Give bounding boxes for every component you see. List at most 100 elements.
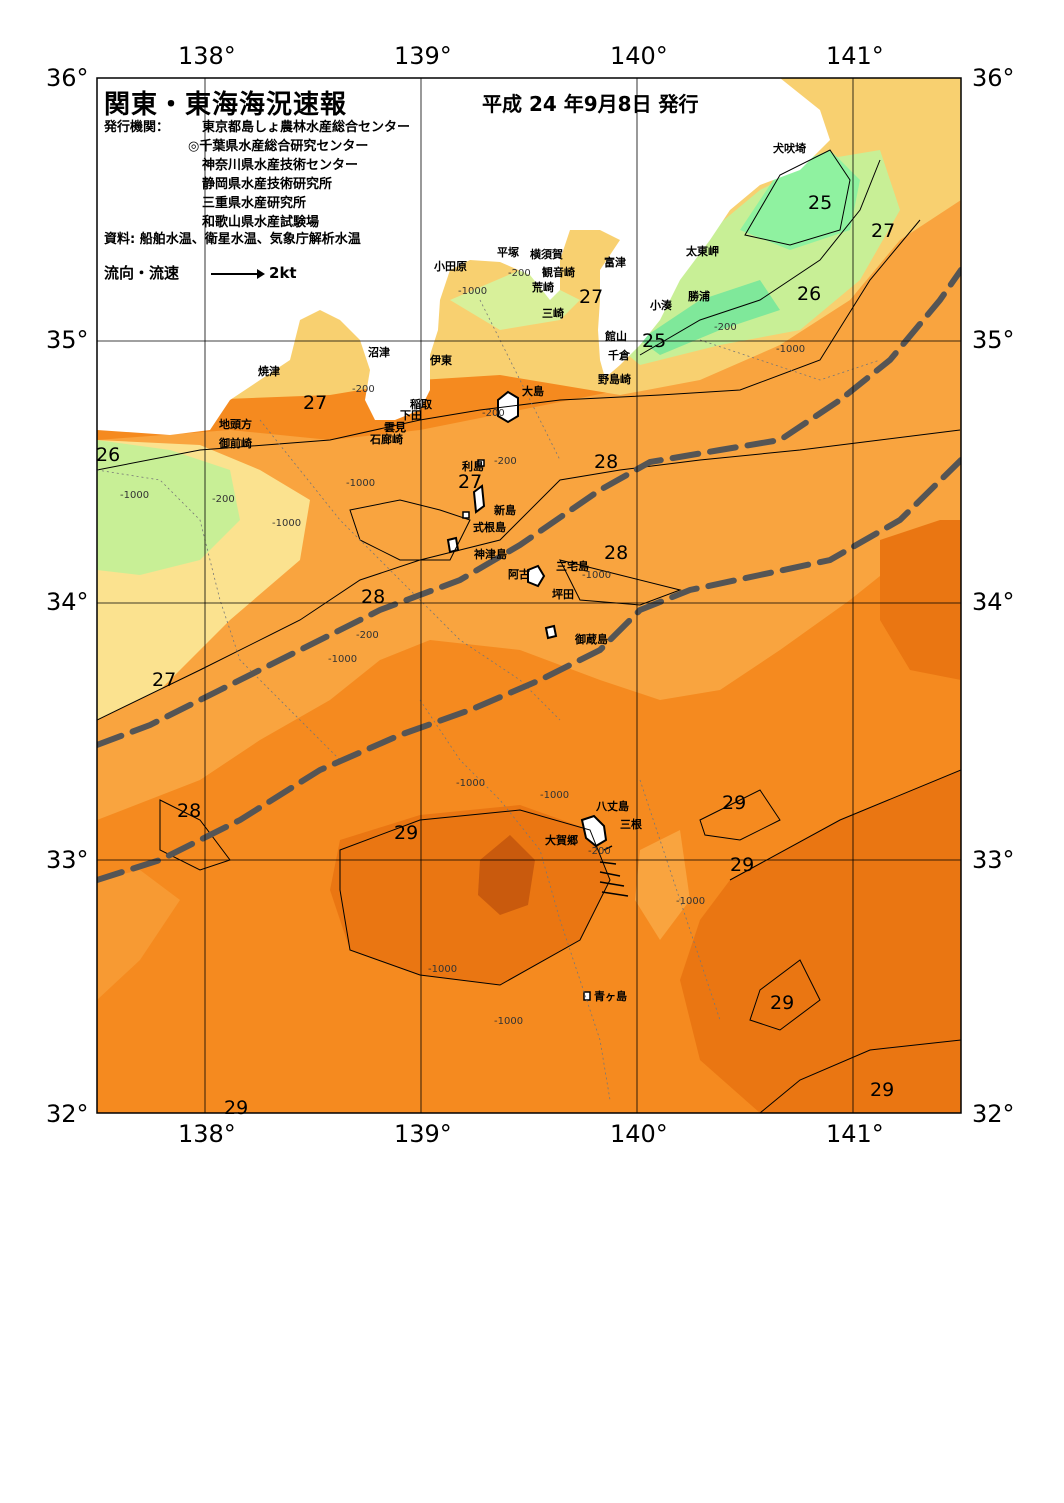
isotherm-label: 25 bbox=[808, 192, 833, 214]
place-label: 三崎 bbox=[542, 307, 564, 320]
lat-left-label: 36° bbox=[46, 64, 89, 92]
place-label: 小湊 bbox=[650, 299, 672, 312]
place-label: 三根 bbox=[620, 818, 642, 831]
sea-26-west bbox=[97, 440, 240, 575]
place-label: 三宅島 bbox=[556, 560, 589, 573]
sea-28b-zone bbox=[97, 870, 180, 1000]
depth-label: -1000 bbox=[676, 896, 706, 907]
depth-label: -200 bbox=[356, 630, 379, 641]
place-label: 伊東 bbox=[430, 354, 452, 367]
legend-scale: 2kt bbox=[269, 264, 297, 282]
sea-29b-southeast bbox=[680, 770, 961, 1113]
depth-label: -1000 bbox=[328, 654, 358, 665]
place-label: 下田 bbox=[400, 409, 422, 422]
isotherm-lines bbox=[97, 149, 961, 1113]
lon-top-label: 141° bbox=[826, 42, 884, 70]
place-label: 阿古 bbox=[508, 568, 530, 581]
place-label: 新島 bbox=[494, 504, 516, 517]
island-kozu bbox=[446, 536, 460, 554]
place-label: 青ヶ島 bbox=[594, 990, 627, 1003]
island-mikura bbox=[544, 624, 558, 640]
isotherm-label: 28 bbox=[177, 800, 202, 822]
place-label: 館山 bbox=[605, 330, 627, 343]
place-label: 太東岬 bbox=[686, 245, 719, 258]
depth-label: -1000 bbox=[540, 790, 570, 801]
place-label: 観音崎 bbox=[542, 266, 575, 279]
island-miyake bbox=[527, 564, 546, 588]
lat-left-label: 34° bbox=[46, 588, 89, 616]
depth-label: -1000 bbox=[346, 478, 376, 489]
isotherm-label: 27 bbox=[303, 392, 328, 414]
isotherm-label: 29 bbox=[870, 1079, 895, 1101]
isotherm-label: 29 bbox=[730, 854, 755, 876]
lat-right-label: 32° bbox=[972, 1100, 1015, 1128]
place-label: 利島 bbox=[462, 460, 484, 473]
place-label: 大島 bbox=[522, 385, 544, 398]
publisher-item: 静岡県水産技術研究所 bbox=[202, 177, 333, 192]
land-kanto bbox=[97, 78, 830, 435]
place-label: 大賀郷 bbox=[545, 834, 578, 847]
place-label: 荒崎 bbox=[532, 281, 554, 294]
issue-date: 平成 24 年9月8日 発行 bbox=[482, 92, 699, 116]
lon-bottom-label: 138° bbox=[178, 1120, 236, 1148]
place-label: 勝浦 bbox=[688, 290, 710, 303]
place-label: 石廊崎 bbox=[370, 433, 403, 446]
depth-label: -1000 bbox=[456, 778, 486, 789]
isotherm-label: 29 bbox=[770, 992, 795, 1014]
depth-label: -200 bbox=[482, 408, 505, 419]
sea-28-zone bbox=[97, 180, 961, 820]
sea-30-core bbox=[478, 835, 535, 915]
sea-28-patch-east bbox=[635, 830, 690, 940]
isotherm-label: 29 bbox=[394, 822, 419, 844]
place-label: 地頭方 bbox=[219, 418, 252, 431]
graticule bbox=[97, 78, 961, 1113]
sea-25-zone bbox=[740, 150, 860, 250]
isotherm-label: 27 bbox=[579, 286, 604, 308]
isotherm-label: 25 bbox=[642, 330, 667, 352]
isotherm-label: 29 bbox=[722, 792, 747, 814]
publisher-item: 東京都島しょ農林水産総合センター bbox=[202, 120, 411, 135]
place-label: 千倉 bbox=[608, 349, 630, 362]
depth-label: -1000 bbox=[272, 518, 302, 529]
sea-29b-east bbox=[880, 520, 961, 680]
lon-top-label: 138° bbox=[178, 42, 236, 70]
island-aogashima bbox=[583, 991, 591, 1001]
publisher-item: 和歌山県水産試験場 bbox=[202, 215, 320, 230]
depth-label: -1000 bbox=[428, 964, 458, 975]
lon-bottom-label: 139° bbox=[394, 1120, 452, 1148]
isotherm-label: 28 bbox=[361, 586, 386, 608]
place-label: 坪田 bbox=[552, 588, 574, 601]
depth-label: -1000 bbox=[458, 286, 488, 297]
island-hachijo bbox=[580, 814, 608, 848]
isotherm-label: 28 bbox=[604, 542, 629, 564]
depth-label: -200 bbox=[588, 846, 611, 857]
place-label: 御蔵島 bbox=[575, 633, 608, 646]
place-label: 富津 bbox=[604, 256, 626, 269]
island-niijima bbox=[472, 484, 486, 514]
lon-bottom-label: 141° bbox=[826, 1120, 884, 1148]
lat-right-label: 33° bbox=[972, 846, 1015, 874]
place-label: 神津島 bbox=[474, 548, 507, 561]
depth-label: -200 bbox=[494, 456, 517, 467]
isotherm-label: 26 bbox=[96, 444, 121, 466]
depth-label: -200 bbox=[714, 322, 737, 333]
lat-right-label: 36° bbox=[972, 64, 1015, 92]
map-frame bbox=[96, 77, 962, 1114]
place-label: 横須賀 bbox=[530, 248, 563, 261]
place-label: 八丈島 bbox=[596, 800, 629, 813]
publisher-item: 三重県水産研究所 bbox=[202, 196, 307, 211]
place-label: 平塚 bbox=[497, 246, 519, 259]
current-arrows bbox=[599, 845, 629, 897]
lon-top-label: 139° bbox=[394, 42, 452, 70]
legend-label: 流向・流速 bbox=[104, 264, 180, 282]
isotherm-label: 29 bbox=[224, 1097, 249, 1119]
place-label: 式根島 bbox=[473, 521, 506, 534]
legend-arrow-icon bbox=[211, 268, 266, 279]
lon-bottom-label: 140° bbox=[610, 1120, 668, 1148]
lat-right-label: 34° bbox=[972, 588, 1015, 616]
publisher-item: 神奈川県水産技術センター bbox=[202, 158, 359, 173]
depth-label: -1000 bbox=[582, 570, 612, 581]
depth-label: -1000 bbox=[776, 344, 806, 355]
place-label: 御前崎 bbox=[219, 437, 252, 450]
